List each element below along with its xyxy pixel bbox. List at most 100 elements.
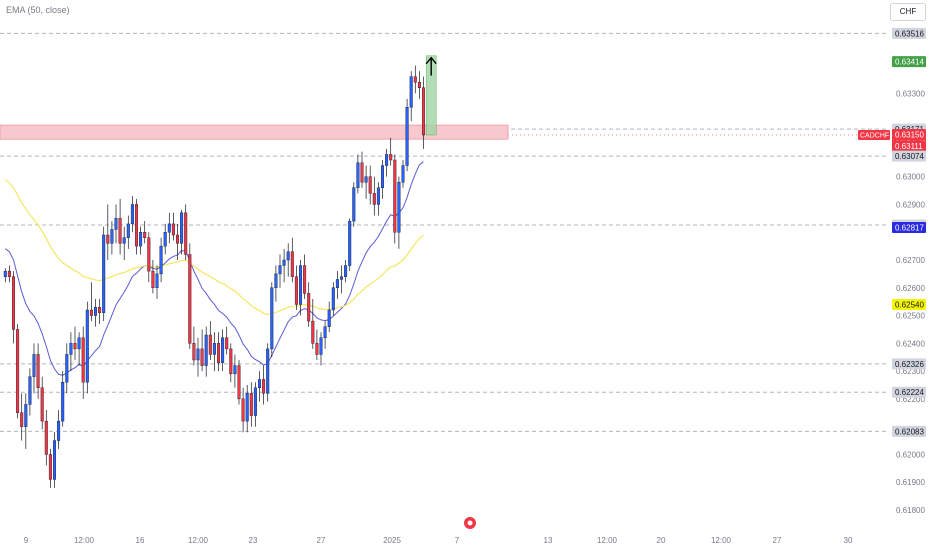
candle-body	[24, 404, 28, 427]
candle	[200, 329, 204, 372]
candle	[294, 265, 298, 310]
candle	[282, 248, 286, 283]
candle	[85, 301, 89, 394]
candle	[155, 265, 159, 299]
candle-body	[57, 420, 61, 441]
candle-body	[126, 223, 130, 238]
candle	[258, 371, 262, 402]
candle-body	[266, 348, 270, 394]
candle-body	[196, 348, 200, 361]
candle-body	[405, 107, 409, 166]
candle-body	[192, 343, 196, 361]
candle-body	[151, 270, 155, 288]
candle	[163, 223, 167, 255]
candle	[327, 301, 331, 333]
time-tick: 30	[844, 536, 853, 545]
candle	[331, 282, 335, 316]
candle	[89, 282, 93, 322]
candle-body	[303, 265, 307, 294]
price-label-text: 0.62224	[895, 388, 924, 397]
price-label-text: 0.63150	[895, 131, 924, 140]
target-box	[425, 55, 437, 136]
candle	[77, 332, 81, 366]
candle-body	[344, 265, 348, 277]
candle-body	[118, 218, 122, 244]
candle-body	[65, 354, 69, 383]
resistance-zone-layer	[0, 124, 509, 140]
time-tick: 20	[657, 536, 666, 545]
candle-body	[61, 382, 65, 422]
candle	[405, 98, 409, 172]
candle	[315, 329, 319, 360]
candle	[57, 410, 61, 449]
candle	[286, 243, 290, 277]
time-tick: 2025	[383, 536, 401, 545]
candle-body	[89, 309, 93, 316]
candle	[381, 160, 385, 199]
time-tick: 9	[24, 536, 29, 545]
time-tick: 7	[455, 536, 460, 545]
price-label-ema_yellow	[892, 298, 926, 310]
candle	[253, 382, 257, 427]
candle	[212, 332, 216, 372]
candle-body	[286, 251, 290, 261]
candle	[44, 410, 48, 466]
price-tick: 0.63300	[896, 89, 925, 98]
candle	[389, 137, 393, 166]
candle-body	[233, 365, 237, 375]
candle	[48, 448, 52, 488]
candle	[278, 254, 282, 288]
candle-body	[98, 307, 102, 313]
time-tick: 12:00	[188, 536, 209, 545]
candle	[401, 160, 405, 188]
candle-body	[171, 223, 175, 236]
candle	[364, 165, 368, 199]
candle-body	[208, 334, 212, 355]
candle-body	[417, 82, 421, 88]
candle	[221, 329, 225, 372]
candle	[28, 368, 32, 416]
candle	[340, 265, 344, 294]
price-label-text: 0.62817	[895, 224, 924, 233]
candle-body	[245, 393, 249, 422]
candle	[184, 204, 188, 260]
candle	[274, 265, 278, 302]
candle-body	[270, 287, 274, 350]
candle-body	[216, 343, 220, 363]
indicator-legend[interactable]: EMA (50, close)	[6, 5, 70, 15]
candle	[16, 323, 20, 419]
candle	[32, 343, 36, 394]
candle-body	[40, 387, 44, 422]
price-label-level	[892, 358, 926, 370]
candle	[81, 326, 85, 399]
candle-body	[175, 234, 179, 244]
price-label-text: 0.63074	[895, 152, 924, 161]
candle	[73, 326, 77, 360]
candle-body	[278, 265, 282, 275]
candle	[192, 326, 196, 366]
candle	[159, 237, 163, 283]
candle	[36, 343, 40, 399]
candle	[180, 210, 184, 255]
candle-body	[155, 273, 159, 288]
candle	[352, 182, 356, 227]
candle-body	[7, 270, 11, 277]
candle	[53, 432, 57, 488]
candle-body	[204, 334, 208, 366]
candle	[397, 176, 401, 249]
candle-body	[69, 343, 73, 355]
candle-body	[11, 276, 15, 330]
candle-body	[364, 176, 368, 183]
currency-button[interactable]: CHF	[890, 3, 926, 21]
candle	[143, 221, 147, 244]
candle	[110, 221, 114, 255]
candle	[245, 385, 249, 433]
candle-body	[253, 387, 257, 416]
time-tick: 12:00	[597, 536, 618, 545]
candle-body	[225, 337, 229, 350]
candle-body	[290, 251, 294, 277]
candle	[151, 260, 155, 294]
candle	[3, 268, 7, 283]
